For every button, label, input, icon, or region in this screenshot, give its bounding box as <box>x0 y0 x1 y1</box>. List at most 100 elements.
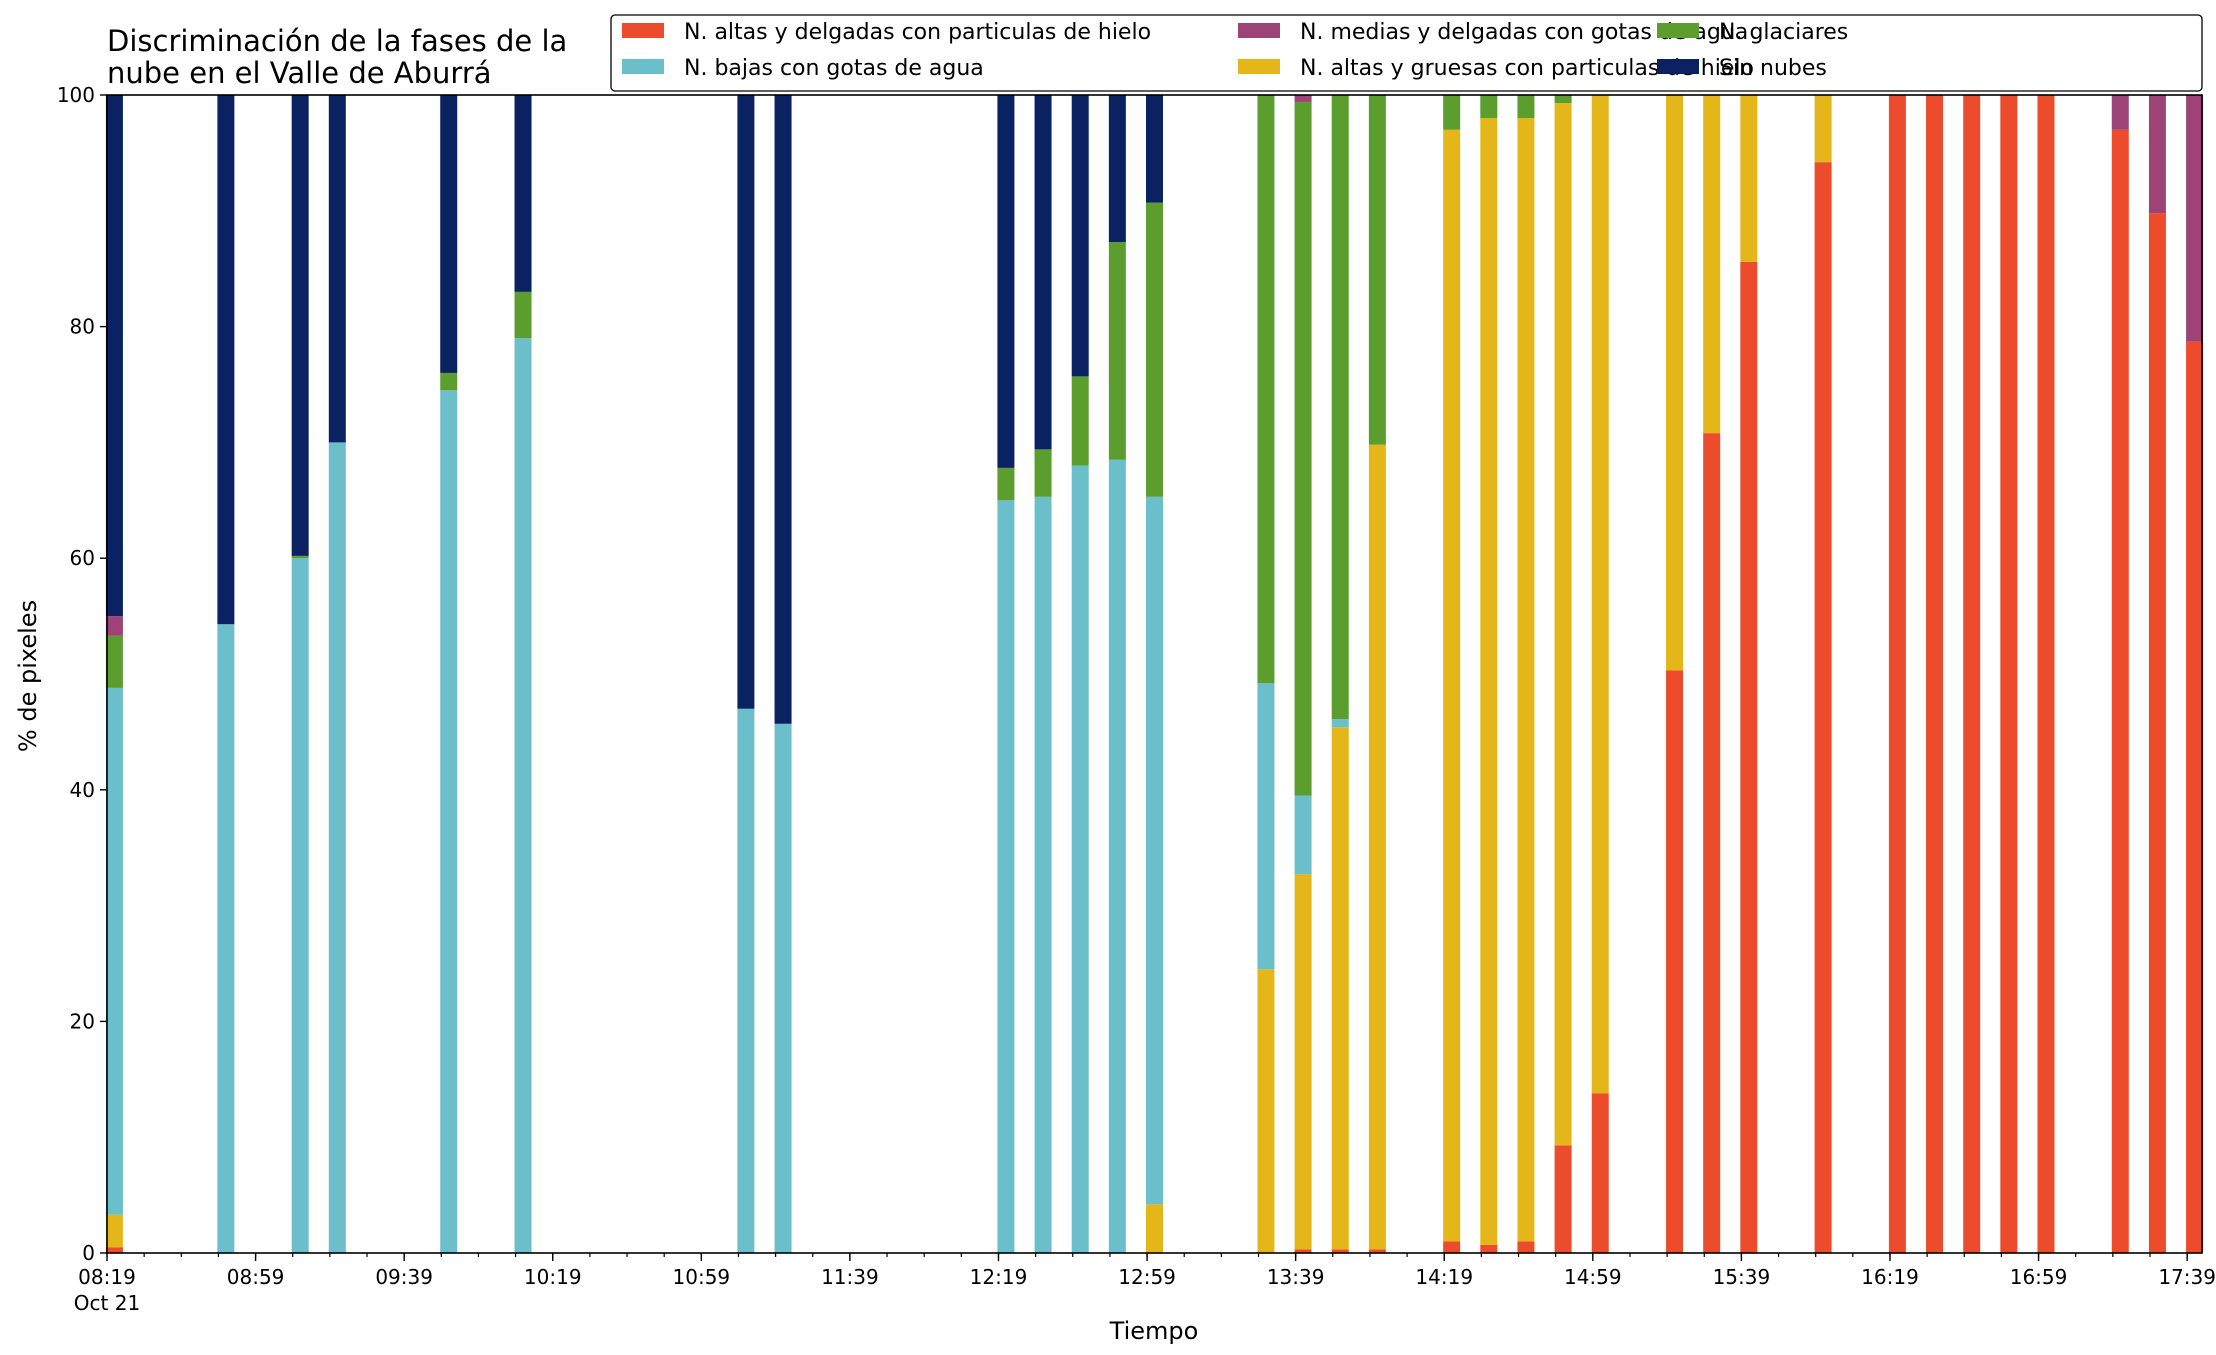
bar-segment-20-0 <box>1554 1145 1572 1253</box>
x-tick-label-8: 13:39 <box>1267 1265 1325 1289</box>
bar-segment-16-0 <box>1368 1249 1386 1253</box>
bar-segment-0-4 <box>105 616 123 636</box>
bar-segment-13-1 <box>1257 969 1275 1253</box>
bar-segment-10-2 <box>1071 465 1089 1253</box>
bar-segment-2-3 <box>291 555 309 559</box>
legend-label-5: Sin nubes <box>1719 56 1827 81</box>
bar-segment-5-5 <box>514 95 532 292</box>
bar-segment-15-1 <box>1331 727 1349 1250</box>
bar-segment-14-1 <box>1294 874 1312 1250</box>
bar-segment-24-0 <box>1740 261 1758 1253</box>
bar-segment-26-0 <box>1888 95 1906 1253</box>
bar-segment-31-4 <box>2111 95 2129 130</box>
x-tick-label-12: 16:19 <box>1861 1265 1919 1289</box>
bar-segment-0-1 <box>105 1214 123 1248</box>
bar-segment-18-1 <box>1480 118 1498 1245</box>
bar-segment-5-3 <box>514 291 532 339</box>
bar-segment-14-0 <box>1294 1249 1312 1253</box>
bar-segment-15-3 <box>1331 95 1349 720</box>
y-tick-label-0: 0 <box>82 1241 95 1265</box>
bar-segment-31-0 <box>2111 129 2129 1254</box>
bar-segment-32-4 <box>2148 95 2166 214</box>
bar-segment-4-2 <box>440 390 458 1253</box>
x-tick-label-0: 08:19 <box>78 1265 136 1289</box>
bar-segment-4-3 <box>440 372 458 391</box>
legend-swatch-5 <box>1657 59 1699 74</box>
bar-segment-18-3 <box>1480 95 1498 119</box>
bar-segment-13-2 <box>1257 683 1275 970</box>
bar-segment-15-0 <box>1331 1249 1349 1253</box>
bar-segment-0-0 <box>105 1247 123 1253</box>
bar-segment-11-2 <box>1108 459 1126 1253</box>
bar-segment-32-0 <box>2148 213 2166 1253</box>
bar-segment-12-5 <box>1146 95 1163 203</box>
chart-title-line-1: Discriminación de la fases de la <box>107 24 567 58</box>
x-tick-label-6: 12:19 <box>970 1265 1028 1289</box>
legend-swatch-3 <box>1657 23 1699 38</box>
x-tick-label-3: 10:19 <box>524 1265 582 1289</box>
x-axis-title: Tiempo <box>1109 1317 1199 1345</box>
bar-segment-17-3 <box>1443 95 1461 130</box>
bar-segment-8-3 <box>997 467 1015 501</box>
chart-title-line-2: nube en el Valle de Aburrá <box>107 56 492 90</box>
legend-label-3: N. glaciares <box>1719 20 1848 45</box>
legend-swatch-4 <box>1238 23 1280 38</box>
bar-segment-0-2 <box>105 687 123 1215</box>
bar-segment-23-0 <box>1703 433 1721 1253</box>
bar-segment-22-0 <box>1666 670 1684 1253</box>
bar-segment-29-0 <box>2000 95 2018 1253</box>
bar-segment-25-1 <box>1814 95 1832 163</box>
legend-swatch-0 <box>622 23 664 38</box>
bar-segment-1-2 <box>217 624 235 1253</box>
bar-segment-6-5 <box>737 95 755 709</box>
legend: N. altas y delgadas con particulas de hi… <box>610 14 2203 92</box>
bar-segment-3-5 <box>328 95 346 443</box>
bar-segment-18-0 <box>1480 1244 1498 1253</box>
bar-segment-21-1 <box>1591 95 1609 1094</box>
x-tick-label-10: 14:59 <box>1564 1265 1622 1289</box>
bar-segment-9-5 <box>1034 95 1052 450</box>
bar-segment-28-0 <box>1963 95 1981 1253</box>
x-tick-label-4: 10:59 <box>673 1265 731 1289</box>
bar-segment-8-5 <box>997 95 1015 468</box>
bar-segment-30-0 <box>2037 95 2055 1253</box>
x-tick-label-2: 09:39 <box>375 1265 433 1289</box>
bar-segment-15-2 <box>1331 719 1349 728</box>
bar-segment-0-5 <box>105 95 123 617</box>
bar-segment-33-4 <box>2186 95 2204 342</box>
y-tick-label-2: 40 <box>70 778 95 802</box>
bar-segment-10-5 <box>1071 95 1089 377</box>
y-tick-label-5: 100 <box>57 83 95 107</box>
legend-swatch-1 <box>1238 59 1280 74</box>
bar-segment-13-3 <box>1257 95 1275 684</box>
bar-segment-20-1 <box>1554 103 1572 1146</box>
bar-segment-17-1 <box>1443 129 1461 1242</box>
bar-segment-3-2 <box>328 442 346 1253</box>
bar-segment-17-0 <box>1443 1241 1461 1253</box>
x-tick-label-1: 08:59 <box>227 1265 285 1289</box>
x-tick-sublabel-0: Oct 21 <box>74 1291 140 1315</box>
y-axis-title: % de pixeles <box>14 600 42 752</box>
bar-segment-11-5 <box>1108 95 1126 243</box>
bar-segment-16-1 <box>1368 444 1386 1250</box>
bar-segment-8-2 <box>997 500 1015 1253</box>
bar-segment-0-3 <box>105 635 123 688</box>
legend-label-0: N. altas y delgadas con particulas de hi… <box>684 20 1151 45</box>
x-tick-label-11: 15:39 <box>1713 1265 1771 1289</box>
bar-segment-24-1 <box>1740 95 1758 262</box>
bar-segment-2-2 <box>291 558 309 1253</box>
bar-segment-10-3 <box>1071 376 1089 466</box>
bar-segment-7-5 <box>774 95 792 724</box>
bar-segment-25-0 <box>1814 162 1832 1253</box>
bar-segment-27-0 <box>1926 95 1944 1253</box>
y-tick-label-1: 20 <box>70 1009 95 1033</box>
bars-layer <box>105 95 2204 1254</box>
bar-segment-14-3 <box>1294 101 1312 796</box>
bar-segment-4-5 <box>440 95 458 373</box>
x-tick-label-9: 14:19 <box>1415 1265 1473 1289</box>
x-tick-label-7: 12:59 <box>1118 1265 1176 1289</box>
legend-frame <box>610 14 2203 92</box>
